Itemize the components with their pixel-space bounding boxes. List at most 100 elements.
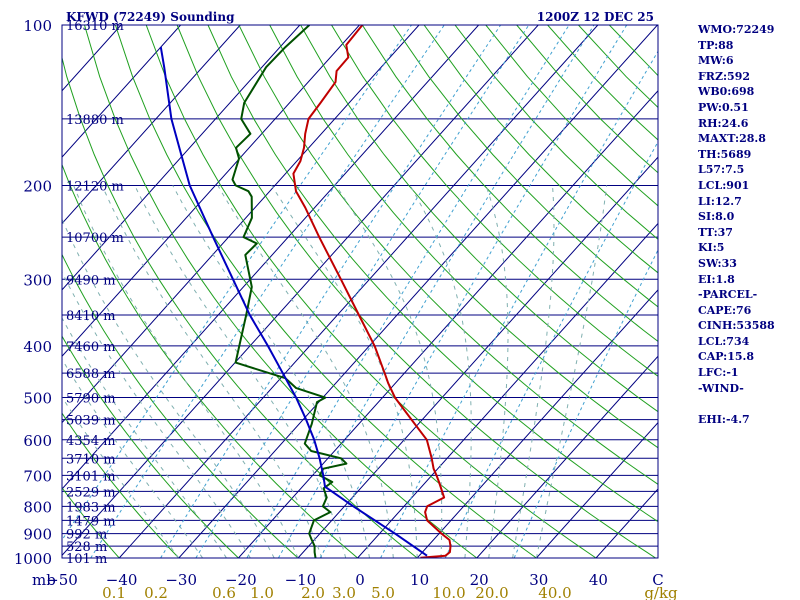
temperature-tick-label: 10 bbox=[410, 571, 429, 589]
temperature-trace bbox=[292, 25, 452, 558]
dewpoint-trace bbox=[231, 25, 348, 558]
moist-adiabat-line bbox=[73, 185, 299, 558]
index-line: LFC:-1 bbox=[698, 366, 739, 380]
dry-adiabat-line bbox=[361, 25, 658, 342]
height-label: 4354 m bbox=[66, 434, 116, 449]
isotherm-line bbox=[62, 25, 301, 291]
height-label: 6588 m bbox=[66, 367, 116, 382]
parcel-trace bbox=[159, 46, 428, 557]
temperature-tick-label: 20 bbox=[470, 571, 489, 589]
moist-adiabat-line bbox=[512, 185, 555, 558]
isotherm-line bbox=[0, 25, 2, 558]
pressure-tick-label: 900 bbox=[23, 526, 52, 544]
height-label: 5790 m bbox=[66, 392, 116, 407]
mixing-ratio-line bbox=[195, 25, 530, 558]
pressure-tick-label: 100 bbox=[23, 17, 52, 35]
mixing-ratio-tick-label: 2.0 bbox=[301, 584, 325, 600]
dry-adiabat-line bbox=[62, 253, 299, 558]
pressure-tick-label: 700 bbox=[23, 467, 52, 485]
height-label: 992 m bbox=[66, 528, 107, 543]
height-label: 7460 m bbox=[66, 340, 116, 355]
height-label: 528 m bbox=[66, 540, 107, 555]
dry-adiabat-line bbox=[269, 25, 658, 449]
mixing-ratio-tick-label: 20.0 bbox=[475, 584, 508, 600]
height-label: 1983 m bbox=[66, 500, 116, 515]
index-line: WB0:698 bbox=[698, 85, 755, 99]
moist-adiabat-line bbox=[535, 185, 608, 558]
sounding-traces bbox=[159, 25, 452, 558]
isotherm-line bbox=[238, 89, 658, 558]
temperature-tick-label: 40 bbox=[589, 571, 608, 589]
diagram-grid bbox=[0, 25, 658, 558]
index-line: EI:1.8 bbox=[698, 272, 735, 286]
dry-adiabat-line bbox=[331, 25, 658, 377]
height-label: 3101 m bbox=[66, 469, 116, 484]
isotherm-line bbox=[536, 421, 658, 558]
height-label: 2529 m bbox=[66, 485, 116, 500]
moist-adiabat-line bbox=[62, 358, 204, 558]
mixing-ratio-tick-label: 5.0 bbox=[371, 584, 395, 600]
index-line: LCL:734 bbox=[698, 334, 750, 348]
index-line: SW:33 bbox=[698, 256, 737, 270]
mixing-ratio-line bbox=[277, 25, 595, 558]
dry-adiabat-line bbox=[62, 487, 120, 558]
temperature-tick-label: −10 bbox=[285, 571, 317, 589]
index-line: MW:6 bbox=[698, 54, 734, 68]
temperature-tick-label: −20 bbox=[225, 571, 257, 589]
dry-adiabat-line bbox=[207, 25, 658, 523]
index-line: TP:88 bbox=[698, 38, 734, 52]
mixing-ratio-tick-label: g/kg bbox=[644, 584, 678, 600]
pressure-unit-label: mb bbox=[32, 571, 56, 589]
pressure-tick-label: 400 bbox=[23, 338, 52, 356]
index-line: SI:8.0 bbox=[698, 210, 735, 224]
temperature-tick-label: −40 bbox=[106, 571, 138, 589]
moist-adiabat-line bbox=[62, 317, 227, 558]
height-label: 13880 m bbox=[66, 113, 124, 128]
index-line: KI:5 bbox=[698, 241, 725, 255]
index-line: -PARCEL- bbox=[698, 288, 758, 302]
index-line: PW:0.51 bbox=[698, 100, 749, 114]
chart-timestamp: 1200Z 12 DEC 25 bbox=[537, 10, 654, 24]
pressure-tick-label: 800 bbox=[23, 498, 52, 516]
temperature-tick-label: C bbox=[652, 571, 663, 589]
index-line: LCL:901 bbox=[698, 178, 750, 192]
height-label: 3710 m bbox=[66, 452, 116, 467]
moist-adiabat-line bbox=[271, 185, 418, 558]
isotherm-line bbox=[62, 25, 539, 557]
isotherm-line bbox=[62, 25, 420, 424]
isotherm-line bbox=[416, 289, 658, 558]
moist-adiabat-line bbox=[62, 271, 251, 558]
isotherm-line bbox=[476, 355, 658, 558]
dry-adiabat-line bbox=[238, 25, 658, 485]
temperature-tick-label: 30 bbox=[529, 571, 548, 589]
mixing-ratio-line bbox=[90, 25, 445, 558]
mixing-ratio-tick-label: 0.2 bbox=[144, 584, 168, 600]
mixing-ratio-tick-label: 1.0 bbox=[250, 584, 274, 600]
moist-adiabat-line bbox=[134, 185, 347, 558]
mixing-ratio-tick-label: 0.1 bbox=[102, 584, 126, 600]
moist-adiabat-line bbox=[62, 217, 275, 558]
dry-adiabat-line bbox=[176, 25, 656, 558]
index-line: EHI:-4.7 bbox=[698, 412, 750, 426]
dry-adiabat-line bbox=[145, 25, 597, 558]
temperature-tick-label: −30 bbox=[165, 571, 197, 589]
isotherm-line bbox=[62, 25, 182, 158]
mixing-ratio-line bbox=[246, 25, 570, 558]
height-label: 16310 m bbox=[66, 19, 124, 34]
index-line: TH:5689 bbox=[698, 147, 752, 161]
moist-adiabat-line bbox=[172, 185, 370, 558]
index-line: -WIND- bbox=[698, 381, 744, 395]
height-label: 12120 m bbox=[66, 179, 124, 194]
index-line: RH:24.6 bbox=[698, 116, 749, 130]
stability-index-panel: WMO:72249 TP:88 MW:6 FRZ:592 WB0:698 PW:0.51 R… bbox=[698, 22, 800, 427]
plot-frame bbox=[61, 24, 659, 559]
temperature-tick-label: 0 bbox=[355, 571, 365, 589]
index-line: LI:12.7 bbox=[698, 194, 742, 208]
height-label: 10700 m bbox=[66, 231, 124, 246]
chart-title: KFWD (72249) Sounding bbox=[66, 10, 235, 24]
moist-adiabat-line bbox=[485, 185, 509, 558]
mixing-ratio-tick-label: 0.6 bbox=[212, 584, 236, 600]
height-label: 101 m bbox=[66, 552, 107, 567]
